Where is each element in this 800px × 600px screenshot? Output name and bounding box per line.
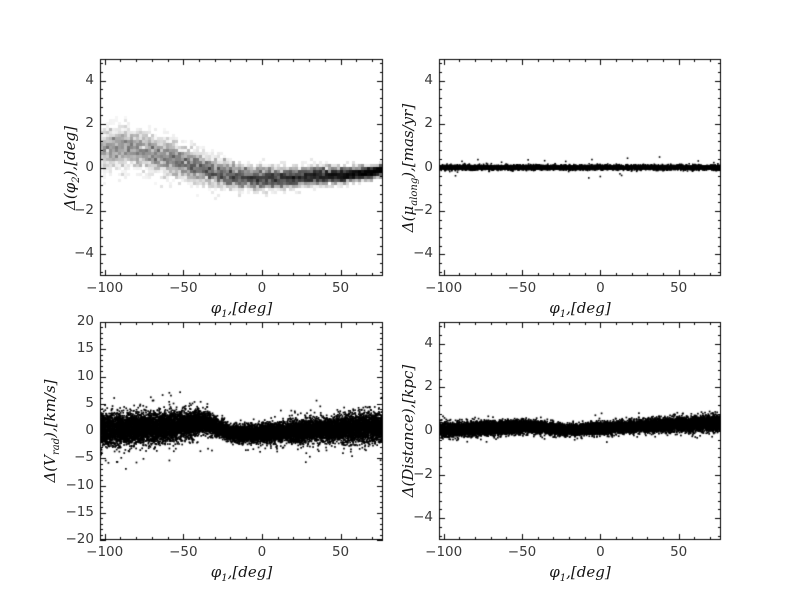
- y-tick-label: 20: [76, 313, 94, 329]
- x-tick-label: −100: [425, 280, 463, 296]
- x-tick-label: −100: [425, 544, 463, 560]
- x-tick-label: 0: [596, 544, 605, 560]
- y-tick-label: −10: [65, 476, 95, 493]
- y-tick-label: 4: [85, 71, 94, 88]
- y-tick-label: −2: [413, 201, 433, 218]
- y-tick-label: 4: [424, 71, 433, 88]
- plot-panel-delta-mu-along-vs-phi1: [439, 59, 721, 276]
- x-tick-label: −50: [169, 544, 198, 560]
- y-tick-label: −2: [413, 465, 433, 482]
- y-tick-label: 0: [85, 158, 94, 175]
- y-tick-label: −4: [413, 245, 433, 262]
- x-tick-label: 50: [670, 544, 688, 560]
- y-axis-label-delta-vrad-vs-phi1: Δ(Vrad),[km/s]: [41, 379, 62, 483]
- plot-panel-delta-vrad-vs-phi1: [100, 322, 383, 540]
- y-tick-label: −20: [65, 531, 95, 547]
- x-axis-label-delta-distance-vs-phi1: φ1,[deg]: [549, 563, 611, 584]
- y-tick-label: 5: [85, 394, 94, 411]
- y-axis-label-delta-phi2-vs-phi1: Δ(φ2),[deg]: [61, 125, 82, 210]
- y-tick-label: 0: [424, 158, 433, 175]
- y-axis-label-delta-distance-vs-phi1: Δ(Distance),[kpc]: [399, 364, 417, 498]
- x-axis-label-delta-mu-along-vs-phi1: φ1,[deg]: [549, 299, 611, 320]
- y-axis-label-delta-mu-along-vs-phi1: Δ(μalong),[mas/yr]: [399, 103, 420, 232]
- x-tick-label: 0: [257, 544, 267, 560]
- y-tick-label: −2: [74, 201, 94, 218]
- y-tick-label: −4: [413, 509, 433, 526]
- y-tick-label: 4: [424, 334, 433, 351]
- y-tick-label: 2: [424, 115, 433, 132]
- y-tick-label: −15: [65, 503, 95, 520]
- x-tick-label: 50: [670, 280, 688, 296]
- y-tick-label: −4: [74, 245, 94, 262]
- y-tick-label: 10: [76, 367, 94, 384]
- x-tick-label: −50: [507, 280, 537, 296]
- x-tick-label: −50: [169, 280, 198, 296]
- y-tick-label: 0: [85, 422, 94, 438]
- y-tick-label: 15: [76, 340, 94, 357]
- x-tick-label: −100: [86, 280, 124, 296]
- y-tick-label: 2: [424, 378, 433, 395]
- y-tick-label: 0: [424, 422, 433, 438]
- y-tick-label: 2: [85, 115, 94, 132]
- x-tick-label: −50: [507, 544, 537, 560]
- plot-panel-delta-phi2-vs-phi1: [100, 59, 383, 276]
- x-tick-label: 50: [331, 544, 350, 560]
- x-axis-label-delta-phi2-vs-phi1: φ1,[deg]: [210, 299, 273, 320]
- plot-panel-delta-distance-vs-phi1: [439, 322, 721, 540]
- y-tick-label: −5: [74, 449, 94, 466]
- x-tick-label: −100: [86, 544, 124, 560]
- x-tick-label: 0: [596, 280, 605, 296]
- x-tick-label: 50: [331, 280, 350, 296]
- x-tick-label: 0: [257, 280, 267, 296]
- x-axis-label-delta-vrad-vs-phi1: φ1,[deg]: [210, 563, 273, 584]
